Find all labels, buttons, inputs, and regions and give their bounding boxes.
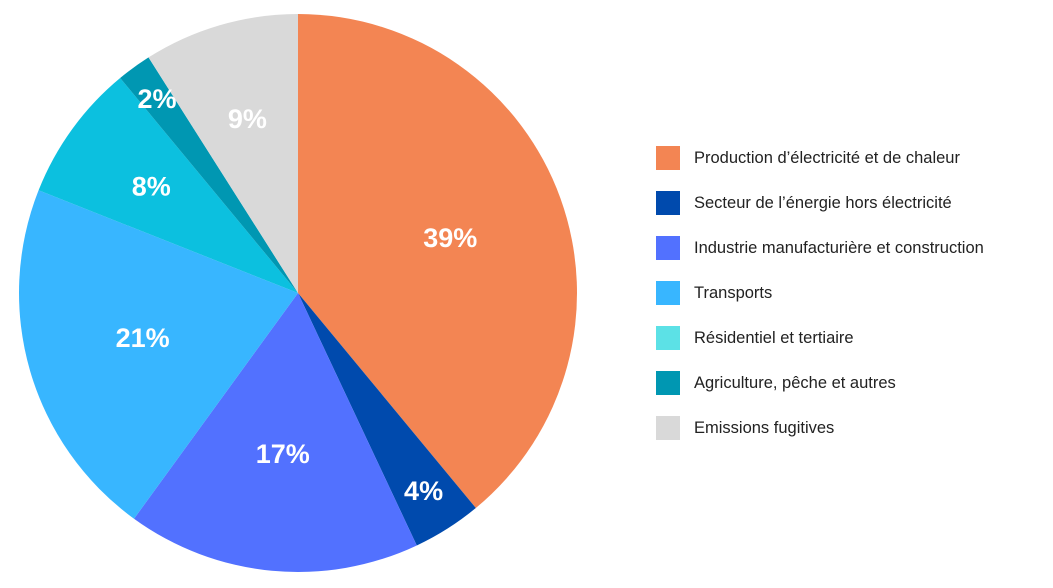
legend-label-4: Résidentiel et tertiaire <box>694 329 854 347</box>
legend: Production d’électricité et de chaleur Se… <box>656 146 984 440</box>
pie-label-4: 8% <box>132 171 171 201</box>
legend-swatch-1 <box>656 191 680 215</box>
pie-label-0: 39% <box>423 223 477 253</box>
pie-slice-0 <box>298 14 577 508</box>
legend-label-6: Emissions fugitives <box>694 419 834 437</box>
legend-swatch-5 <box>656 371 680 395</box>
pie-slice-4 <box>38 78 299 294</box>
pie-label-2: 17% <box>256 439 310 469</box>
legend-label-1: Secteur de l’énergie hors électricité <box>694 194 952 212</box>
pie-slice-2 <box>134 293 417 573</box>
pie-slice-3 <box>18 190 298 519</box>
pie-slice-6 <box>148 14 298 293</box>
pie-slices <box>18 14 577 573</box>
pie-label-5: 2% <box>137 84 176 114</box>
legend-label-2: Industrie manufacturière et construction <box>694 239 984 257</box>
legend-label-0: Production d’électricité et de chaleur <box>694 149 960 167</box>
legend-swatch-4 <box>656 326 680 350</box>
legend-swatch-2 <box>656 236 680 260</box>
pie-slice-1 <box>298 293 476 546</box>
pie-slice-5 <box>120 57 298 293</box>
legend-swatch-3 <box>656 281 680 305</box>
legend-swatch-6 <box>656 416 680 440</box>
pie-label-3: 21% <box>116 323 170 353</box>
pie-labels: 39% 4% 17% 21% 8% 2% 9% <box>116 84 478 506</box>
legend-swatch-0 <box>656 146 680 170</box>
pie-label-1: 4% <box>404 476 443 506</box>
legend-label-5: Agriculture, pêche et autres <box>694 374 896 392</box>
pie-label-6: 9% <box>228 104 267 134</box>
legend-label-3: Transports <box>694 284 772 302</box>
